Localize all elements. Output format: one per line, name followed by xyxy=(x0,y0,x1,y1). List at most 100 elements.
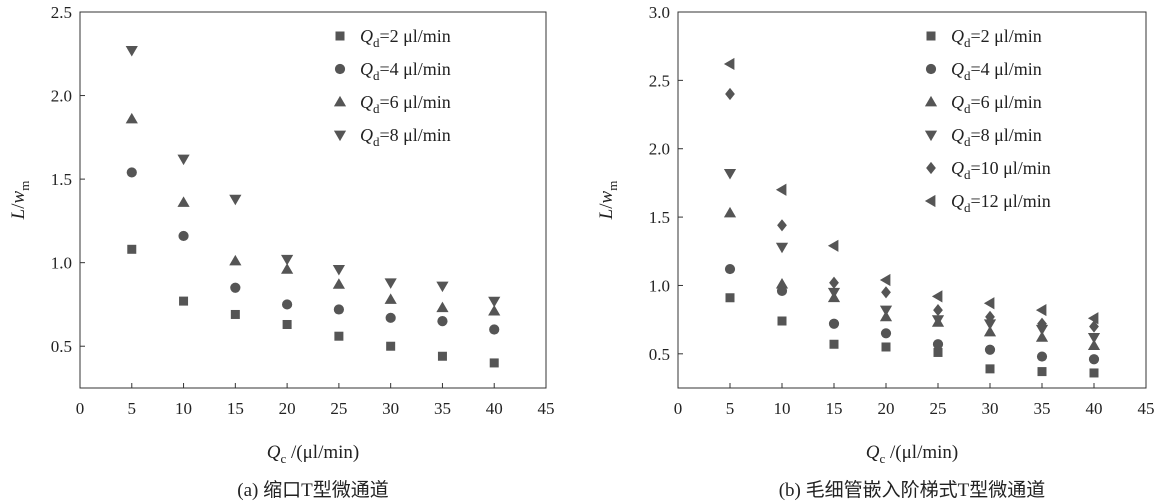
legend-label: Qd=12 μl/min xyxy=(951,191,1051,215)
data-point xyxy=(125,112,138,124)
data-point xyxy=(879,305,893,317)
y-tick-label: 1.5 xyxy=(649,208,670,227)
data-point xyxy=(725,293,735,303)
x-tick-label: 20 xyxy=(878,399,895,418)
series-b-5 xyxy=(723,57,1099,325)
data-point xyxy=(1087,312,1099,325)
data-point xyxy=(933,347,943,357)
x-tick-label: 0 xyxy=(674,399,683,418)
panel-caption: (b) 毛细管嵌入阶梯式T型微通道 xyxy=(779,479,1046,501)
x-tick-label: 10 xyxy=(774,399,791,418)
y-tick-label: 0.5 xyxy=(51,337,72,356)
y-tick-label: 1.5 xyxy=(51,170,72,189)
data-point xyxy=(827,287,841,299)
series-b-0 xyxy=(725,293,1099,378)
legend-label: Qd=4 μl/min xyxy=(360,59,451,83)
data-point xyxy=(384,278,397,289)
data-point xyxy=(983,325,997,337)
data-point xyxy=(1088,354,1100,365)
data-point xyxy=(1035,331,1049,342)
data-point xyxy=(334,331,344,341)
data-point xyxy=(281,254,294,266)
data-point xyxy=(880,328,892,339)
data-point xyxy=(384,293,397,304)
x-tick-label: 20 xyxy=(279,399,296,418)
data-point xyxy=(125,46,138,57)
panel-a: 0 5 10 15 20 25 30 35 40 45 0.5 1.0 1.5 2.0 2.5 Qc /(μl… xyxy=(8,3,555,501)
data-point xyxy=(879,273,891,287)
data-point xyxy=(436,281,449,293)
data-point xyxy=(828,318,840,329)
data-point xyxy=(386,341,396,351)
data-point xyxy=(177,154,190,166)
data-point xyxy=(282,319,292,329)
y-tick-label: 2.0 xyxy=(51,87,72,106)
legend-marker xyxy=(924,194,936,208)
legend-marker xyxy=(335,31,345,41)
data-point xyxy=(282,299,293,310)
y-tick-label: 0.5 xyxy=(649,345,670,364)
data-point xyxy=(385,312,396,323)
y-tick-label: 2.0 xyxy=(649,140,670,159)
x-tick-label: 25 xyxy=(330,399,347,418)
legend-label: Qd=4 μl/min xyxy=(951,59,1042,83)
x-tick-label: 30 xyxy=(382,399,399,418)
data-point xyxy=(1089,368,1099,378)
data-point xyxy=(931,315,945,326)
legend-label: Qd=8 μl/min xyxy=(951,125,1042,149)
x-axis-label: Qc /(μl/min) xyxy=(267,442,360,466)
plot-frame-a xyxy=(79,11,547,389)
data-point xyxy=(985,364,995,374)
data-point xyxy=(177,196,190,207)
data-point xyxy=(775,242,789,254)
data-point xyxy=(333,304,344,315)
data-point xyxy=(777,219,787,232)
legend-label: Qd=2 μl/min xyxy=(360,26,451,50)
y-tick-label: 3.0 xyxy=(649,3,670,22)
x-tick-label: 15 xyxy=(227,399,244,418)
data-point xyxy=(932,339,944,350)
data-point xyxy=(775,183,787,196)
data-point xyxy=(127,244,137,254)
legend-marker xyxy=(334,63,346,75)
legend-marker xyxy=(925,63,937,75)
panel-b: 0 5 10 15 20 25 30 35 40 45 0.5 1.0 1.5 2.0 2.5 3.0 Qc /… xyxy=(596,3,1155,501)
data-point xyxy=(229,194,242,206)
x-tick-label: 30 xyxy=(982,399,999,418)
data-point xyxy=(126,167,137,178)
data-point xyxy=(332,264,345,276)
y-tick-label: 1.0 xyxy=(649,276,670,295)
data-point xyxy=(881,342,891,352)
x-tick-label: 45 xyxy=(1138,399,1155,418)
data-point xyxy=(179,296,189,306)
legend-label: Qd=6 μl/min xyxy=(360,92,451,116)
data-point xyxy=(230,309,240,319)
y-axis-label: L/wm xyxy=(8,181,32,221)
legend-marker xyxy=(333,130,347,142)
x-tick-label: 0 xyxy=(76,399,85,418)
data-point xyxy=(983,297,995,310)
y-tick-label: 1.0 xyxy=(51,254,72,273)
data-point xyxy=(723,168,737,180)
data-point xyxy=(1035,324,1049,336)
data-point xyxy=(437,351,447,361)
data-point xyxy=(437,316,448,327)
data-point xyxy=(178,230,189,242)
data-point xyxy=(827,239,839,252)
data-point xyxy=(881,286,891,299)
x-tick-label: 40 xyxy=(1086,399,1103,418)
legend-marker xyxy=(924,95,938,107)
x-tick-label: 35 xyxy=(1034,399,1051,418)
x-tick-label: 45 xyxy=(538,399,555,418)
legend-label: Qd=6 μl/min xyxy=(951,92,1042,116)
data-point xyxy=(723,206,737,218)
legend-marker xyxy=(926,31,936,41)
panel-caption: (a) 缩口T型微通道 xyxy=(237,479,388,501)
series-a-0 xyxy=(127,244,499,368)
x-tick-label: 40 xyxy=(486,399,503,418)
data-point xyxy=(775,277,789,289)
data-point xyxy=(931,290,943,303)
data-point xyxy=(1036,351,1048,362)
legend-label: Qd=2 μl/min xyxy=(951,26,1042,50)
